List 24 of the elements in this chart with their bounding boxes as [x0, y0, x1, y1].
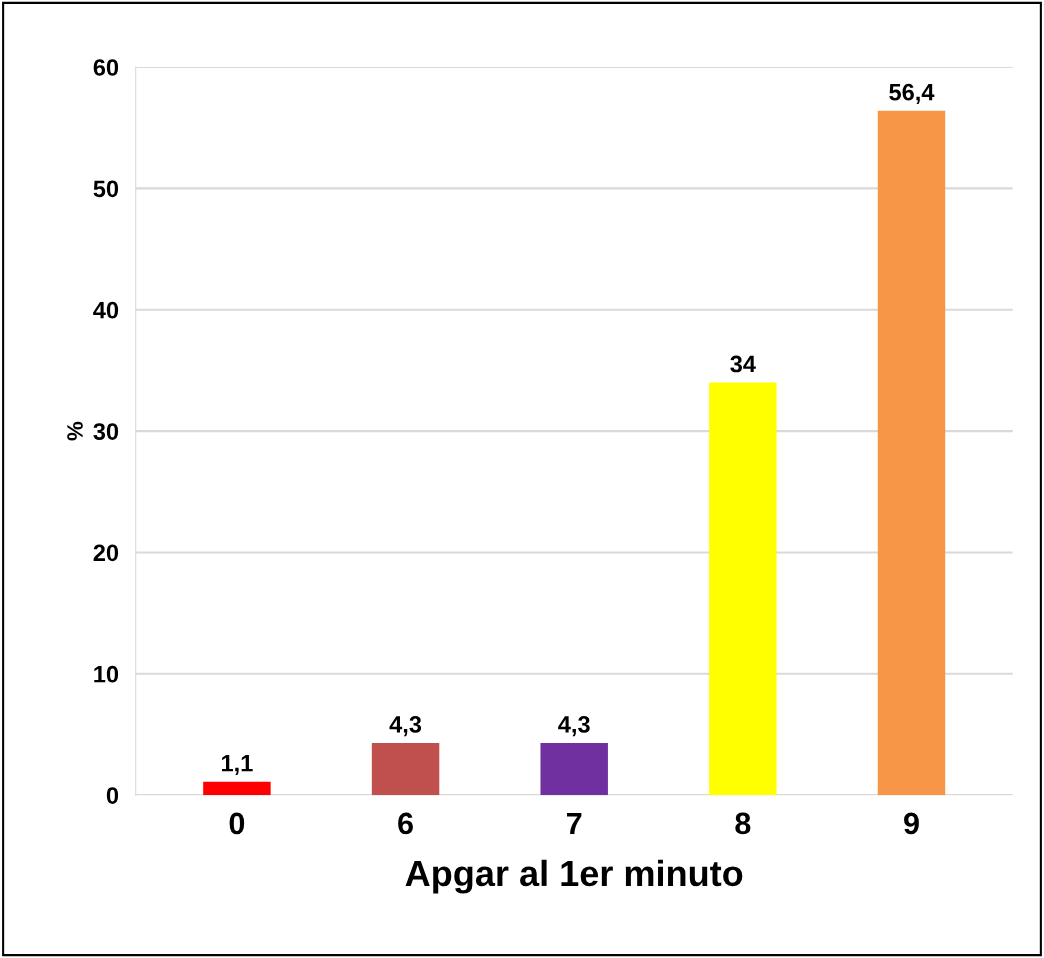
x-tick-label: 6: [398, 812, 413, 835]
data-label: 34: [730, 355, 756, 373]
x-tick-label: 7: [567, 812, 582, 834]
y-tick-label: 10: [94, 665, 119, 683]
bar: [371, 742, 440, 796]
data-label: 56,4: [889, 83, 935, 104]
bar: [709, 382, 777, 796]
y-tick-label: 60: [93, 59, 119, 76]
y-axis-title: %: [67, 421, 83, 441]
x-tick-label: 8: [735, 812, 751, 835]
y-tick-label: 20: [93, 544, 119, 562]
bar: [540, 742, 608, 796]
data-label: 1,1: [221, 755, 253, 775]
x-tick-label: 9: [904, 812, 919, 835]
data-label: 4,3: [558, 716, 590, 737]
y-tick-label: 30: [93, 423, 119, 440]
x-axis-title: Apgar al 1er minuto: [405, 859, 743, 894]
bar: [877, 110, 946, 796]
x-tick-label: 0: [229, 812, 245, 835]
y-tick-label: 0: [106, 787, 119, 804]
data-label: 4,3: [389, 716, 422, 737]
y-tick-label: 40: [93, 301, 119, 319]
y-tick-label: 50: [93, 180, 119, 198]
bar: [203, 781, 271, 796]
